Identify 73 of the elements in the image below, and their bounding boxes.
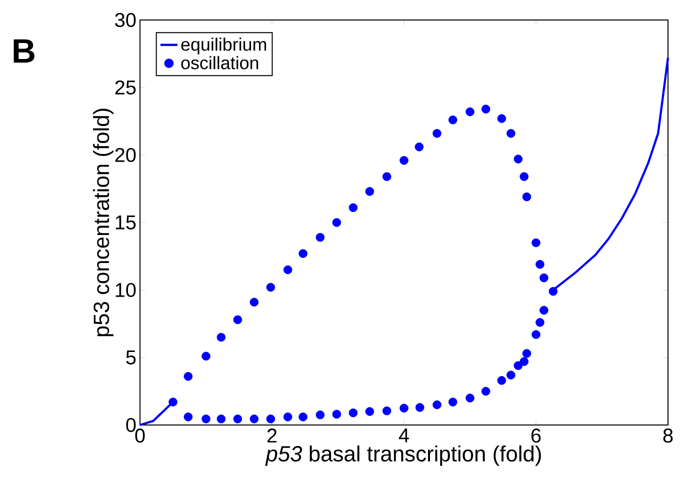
y-tick-label: 20 — [115, 148, 136, 162]
point — [448, 398, 458, 406]
point — [283, 265, 292, 274]
point — [548, 286, 558, 296]
point — [506, 370, 516, 380]
point — [497, 376, 506, 385]
point — [298, 249, 308, 258]
y-tick-label: 0 — [126, 418, 136, 432]
point — [348, 203, 358, 212]
point — [532, 238, 540, 248]
x-tick-label: 2 — [267, 428, 277, 442]
point — [365, 187, 374, 196]
x-axis-title: p53 basal transcription (fold) — [265, 445, 541, 466]
point — [520, 172, 528, 181]
point — [298, 412, 308, 422]
y-tick-label: 15 — [116, 216, 136, 230]
point — [332, 218, 342, 227]
point — [250, 414, 259, 424]
x-tick-label: 8 — [663, 428, 673, 443]
point — [400, 156, 408, 165]
point — [382, 172, 392, 181]
point — [365, 407, 374, 416]
point — [202, 352, 210, 361]
point — [316, 410, 325, 420]
point — [481, 386, 490, 396]
point — [184, 412, 193, 422]
point — [514, 361, 523, 370]
point — [432, 129, 442, 138]
point — [520, 357, 528, 366]
point — [522, 349, 532, 358]
text: B — [14, 39, 34, 63]
point — [448, 116, 458, 124]
y-axis-title: p53 concentration (fold) — [93, 108, 114, 336]
point — [414, 142, 424, 152]
point — [481, 104, 490, 114]
point — [536, 260, 544, 269]
y-tick-label: 10 — [116, 282, 136, 298]
point — [233, 315, 242, 324]
point — [540, 306, 548, 315]
point — [400, 404, 408, 413]
point — [466, 394, 474, 402]
point — [266, 414, 276, 424]
y-tick-label: 30 — [115, 12, 136, 28]
point — [540, 273, 548, 282]
point — [497, 114, 506, 123]
point — [348, 408, 358, 418]
point — [532, 330, 540, 339]
point — [382, 406, 392, 416]
legend-label: oscillation — [181, 56, 258, 70]
point — [522, 192, 532, 202]
point — [168, 398, 178, 406]
x-tick-label: 6 — [531, 428, 541, 443]
point — [466, 107, 474, 116]
point — [233, 414, 242, 424]
point — [506, 129, 516, 138]
point — [266, 282, 276, 292]
legend-label: equilibrium — [181, 38, 266, 54]
point — [332, 410, 342, 419]
y-tick-label: 25 — [115, 80, 136, 95]
point — [536, 318, 544, 327]
point — [432, 400, 442, 410]
point — [216, 332, 226, 342]
point — [250, 298, 259, 307]
x-tick-label: 0 — [135, 428, 145, 443]
point — [415, 403, 424, 412]
point — [316, 232, 325, 242]
point — [514, 154, 523, 164]
point — [216, 414, 226, 424]
point — [184, 372, 193, 381]
y-tick-label: 5 — [126, 350, 136, 364]
point — [283, 412, 292, 422]
point — [202, 414, 210, 424]
x-tick-label: 4 — [398, 428, 409, 442]
